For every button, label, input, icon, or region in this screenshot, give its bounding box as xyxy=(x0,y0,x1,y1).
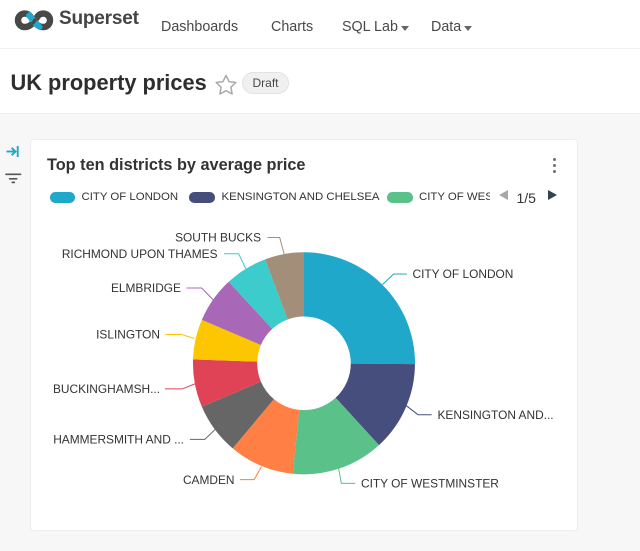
svg-text:ELMBRIDGE: ELMBRIDGE xyxy=(111,281,181,295)
svg-text:KENSINGTON AND...: KENSINGTON AND... xyxy=(438,408,554,422)
svg-text:CITY OF WESTMINSTER: CITY OF WESTMINSTER xyxy=(361,477,499,491)
svg-text:BUCKINGHAMSH...: BUCKINGHAMSH... xyxy=(53,382,160,396)
svg-text:ISLINGTON: ISLINGTON xyxy=(96,328,160,342)
svg-text:SOUTH BUCKS: SOUTH BUCKS xyxy=(175,231,261,245)
svg-text:RICHMOND UPON THAMES: RICHMOND UPON THAMES xyxy=(62,247,218,261)
svg-text:CAMDEN: CAMDEN xyxy=(183,473,235,487)
svg-text:CITY OF LONDON: CITY OF LONDON xyxy=(413,267,514,281)
svg-text:HAMMERSMITH AND ...: HAMMERSMITH AND ... xyxy=(53,433,184,447)
